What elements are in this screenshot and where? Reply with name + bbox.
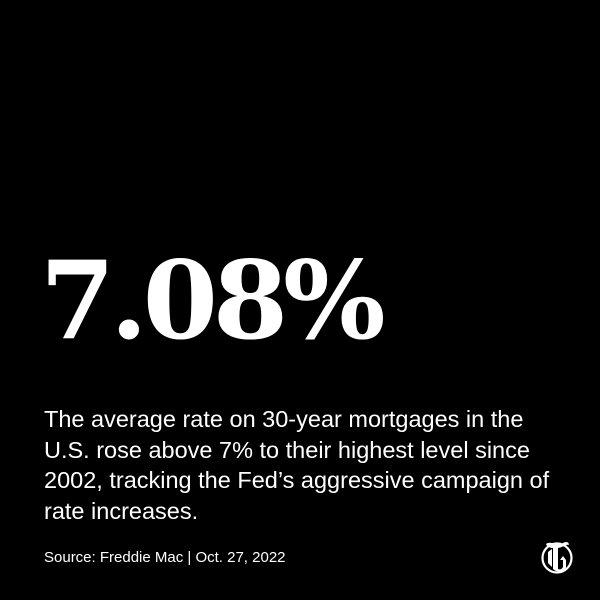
logo-t-shape bbox=[546, 541, 569, 572]
description-text: The average rate on 30-year mortgages in… bbox=[44, 406, 550, 524]
logo-ring-shape bbox=[541, 542, 573, 574]
nyt-t-logo-icon bbox=[541, 541, 573, 574]
headline-stat: 7.08% bbox=[40, 238, 386, 364]
source-credit: Source: Freddie Mac | Oct. 27, 2022 bbox=[44, 549, 286, 566]
logo-blackletter-stroke bbox=[548, 549, 552, 567]
